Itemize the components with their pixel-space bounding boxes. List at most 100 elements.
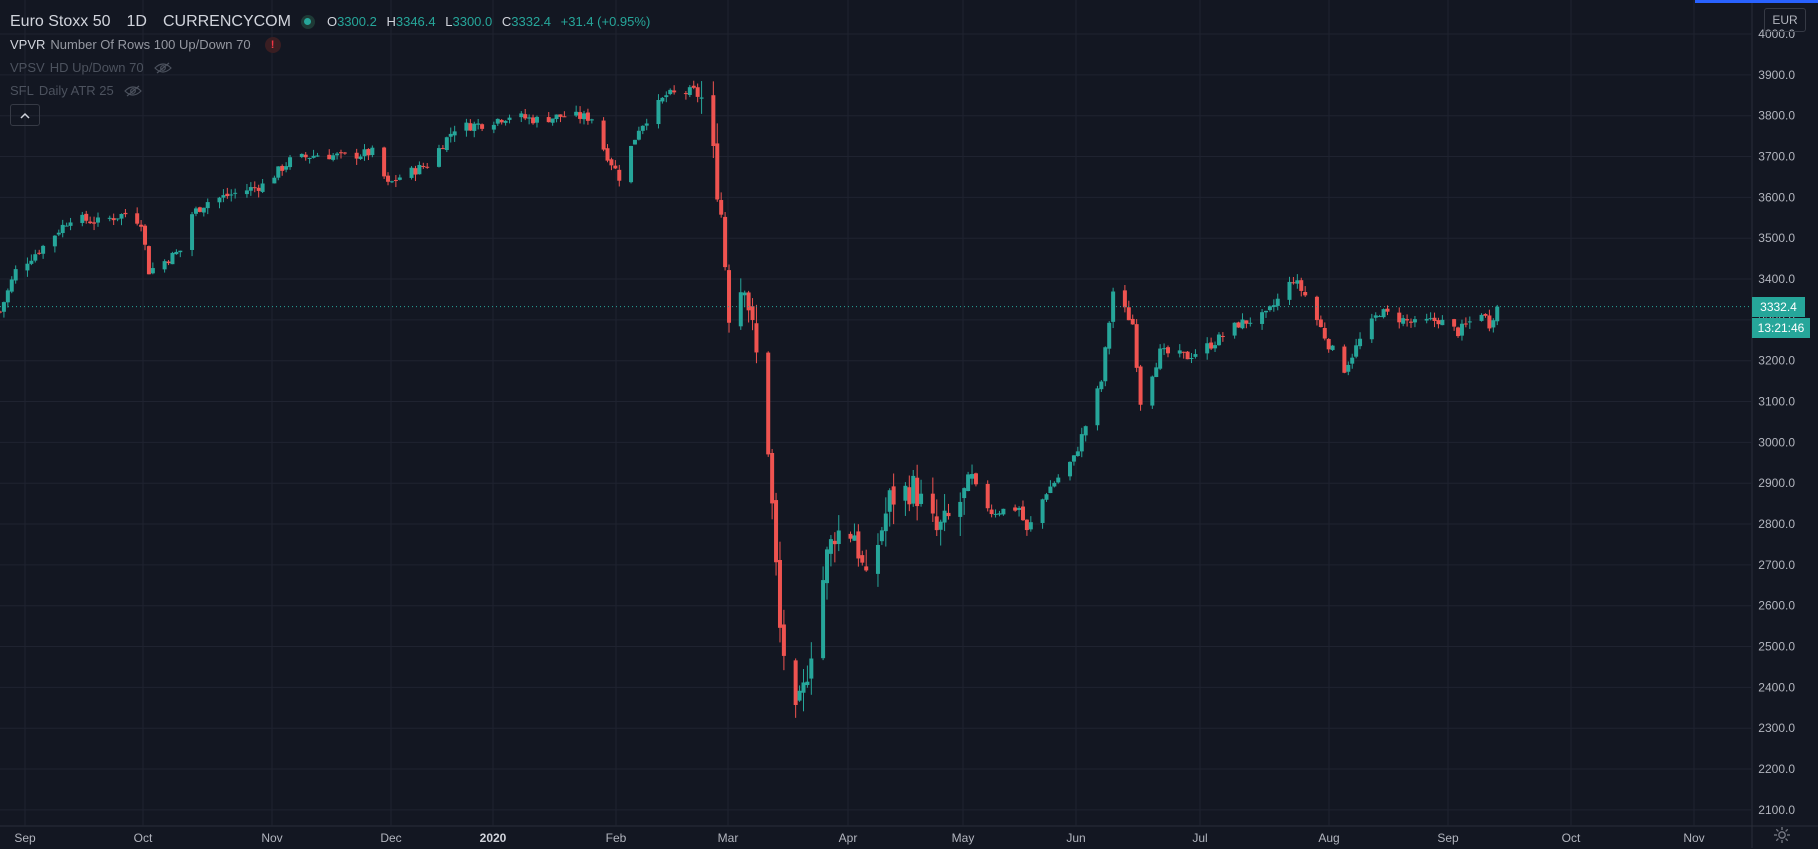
candle-up <box>190 211 195 257</box>
price-axis[interactable]: 4000.0 3900.0 3800.0 3700.0 3600.0 3500.0 3400… <box>1758 27 1795 817</box>
candle-body <box>448 133 453 137</box>
currency-badge[interactable]: EUR <box>1764 8 1806 32</box>
candle-body <box>930 493 935 514</box>
candle-body <box>632 139 637 145</box>
candle-up <box>33 249 38 263</box>
candle-body <box>617 169 622 181</box>
candle-body <box>864 566 869 571</box>
candle-body <box>766 352 771 455</box>
candle-up <box>1240 313 1245 330</box>
candle-up <box>1491 318 1496 333</box>
time-axis[interactable]: Sep Oct Nov Dec 2020 Feb Mar Apr May Jun Jul Aug Sep… <box>14 831 1704 845</box>
candle-body <box>111 218 116 221</box>
candle-body <box>29 260 34 264</box>
candle-body <box>166 261 171 264</box>
candle-body <box>499 119 504 123</box>
candle-down <box>480 123 485 132</box>
candle-body <box>821 580 826 659</box>
candle-down <box>123 209 128 218</box>
candle-up <box>284 162 289 173</box>
candle-up <box>993 509 998 518</box>
indicator-row-vpsv[interactable]: VPSV HD Up/Down 70 <box>10 56 656 79</box>
candle-up <box>1052 481 1057 488</box>
candle-body <box>1369 318 1374 340</box>
candle-up <box>495 118 500 126</box>
candle-body <box>1020 506 1025 521</box>
candle-down <box>256 184 261 198</box>
candle-body <box>9 279 14 292</box>
gear-icon[interactable] <box>1773 826 1791 849</box>
candle-body <box>1079 434 1084 452</box>
candle-down <box>617 164 622 187</box>
candle-body <box>52 235 57 247</box>
candle-body <box>1044 494 1049 500</box>
candle-body <box>476 123 481 125</box>
symbol-name[interactable]: Euro Stoxx 50 <box>10 12 111 30</box>
candle-body <box>1248 322 1253 324</box>
candle-body <box>1377 316 1382 318</box>
price-tick-label: 2800.0 <box>1758 517 1795 531</box>
candle-up <box>1354 338 1359 359</box>
candle-body <box>507 117 512 120</box>
candle-up <box>903 482 908 516</box>
candle-down <box>1405 314 1410 327</box>
candle-body <box>452 131 457 136</box>
market-status-icon[interactable] <box>300 14 315 29</box>
candle-up <box>276 166 281 181</box>
candle-up <box>205 198 210 215</box>
candle-down <box>1126 300 1131 321</box>
candle-up <box>1369 313 1374 343</box>
candle-body <box>1467 321 1472 323</box>
candle-down <box>1299 277 1304 297</box>
candle-body <box>1452 319 1457 327</box>
price-tick-label: 2700.0 <box>1758 558 1795 572</box>
change-value: +31.4 (+0.95%) <box>560 14 651 29</box>
candle-body <box>472 123 477 131</box>
time-tick-label: Aug <box>1318 831 1339 845</box>
candle-up <box>1177 344 1182 358</box>
candle-up <box>879 526 884 545</box>
eye-hidden-icon[interactable] <box>123 85 142 97</box>
candle-down <box>1134 319 1139 373</box>
interval-label[interactable]: 1D <box>126 12 147 30</box>
candle-up <box>582 110 586 125</box>
candle-up <box>1401 315 1406 327</box>
candle-body <box>554 114 559 120</box>
candle-up <box>883 497 888 547</box>
candle-body <box>288 157 293 168</box>
candle-up <box>13 265 18 284</box>
indicator-row-sfl[interactable]: SFL Daily ATR 25 <box>10 79 656 102</box>
warning-icon[interactable]: ! <box>264 36 281 53</box>
low-label: L <box>445 14 453 29</box>
price-tick-label: 2100.0 <box>1758 803 1795 817</box>
candle-body <box>723 216 728 268</box>
candle-up <box>1079 427 1084 458</box>
candle-up <box>1346 361 1351 376</box>
candle-body <box>629 145 634 183</box>
candle-down <box>860 550 865 566</box>
eye-hidden-icon[interactable] <box>153 62 172 74</box>
candle-down <box>1130 314 1135 325</box>
candle-body <box>562 116 567 118</box>
candle-body <box>691 85 696 88</box>
candle-down <box>613 160 618 170</box>
candle-body <box>1412 319 1417 323</box>
collapse-legend-button[interactable] <box>10 104 40 126</box>
candle-body <box>480 124 485 129</box>
candle-body <box>1287 281 1292 300</box>
candle-down <box>111 213 116 226</box>
candle-body <box>1459 323 1464 336</box>
candle-up <box>1193 349 1198 359</box>
candle-body <box>162 261 167 270</box>
price-tick-label: 3500.0 <box>1758 231 1795 245</box>
candle-body <box>958 501 963 517</box>
chart-legend: Euro Stoxx 50 1D CURRENCYCOM O3300.2 H33… <box>10 10 656 102</box>
candle-down <box>382 146 387 179</box>
candle-up <box>476 118 481 130</box>
candle-series <box>0 80 1500 718</box>
candle-down <box>770 449 775 520</box>
indicator-row-vpvr[interactable]: VPVR Number Of Rows 100 Up/Down 70 ! <box>10 33 656 56</box>
candle-body <box>5 290 10 303</box>
candle-body <box>793 660 798 705</box>
